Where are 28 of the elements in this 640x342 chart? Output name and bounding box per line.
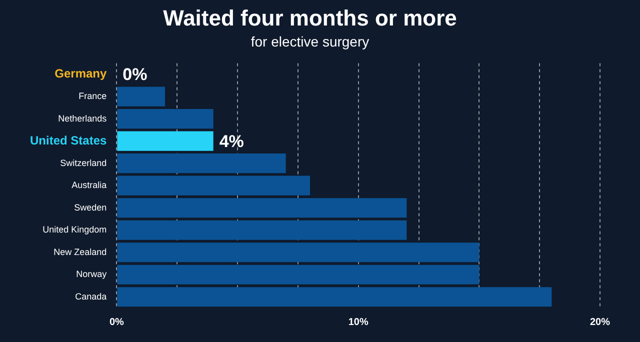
y-tick-label: Switzerland	[60, 158, 107, 168]
y-tick-label: Netherlands	[58, 113, 108, 124]
y-tick-label: Germany	[54, 66, 107, 81]
chart-subtitle: for elective surgery	[250, 34, 370, 50]
bar	[117, 198, 407, 218]
x-tick-label: 0%	[109, 316, 124, 328]
y-tick-label: Australia	[72, 180, 107, 190]
bar	[117, 109, 214, 129]
bar	[117, 220, 407, 240]
bar	[117, 131, 214, 151]
y-tick-label: United Kingdom	[42, 224, 107, 235]
bar	[117, 264, 480, 284]
data-label: 4%	[219, 132, 244, 151]
y-tick-label: France	[78, 91, 107, 102]
data-label: 0%	[122, 65, 148, 84]
bar	[117, 242, 480, 262]
bar	[117, 154, 286, 174]
bar	[117, 176, 310, 196]
y-tick-label: United States	[30, 133, 107, 148]
x-tick-label: 10%	[348, 316, 368, 328]
y-tick-label: Canada	[75, 291, 107, 302]
bar	[117, 86, 166, 106]
x-tick-label: 20%	[590, 316, 610, 328]
bar	[117, 287, 552, 307]
y-tick-label: Sweden	[74, 202, 107, 212]
y-tick-label: Norway	[76, 269, 108, 280]
y-tick-label: New Zealand	[54, 246, 107, 257]
chart-title: Waited four months or more	[163, 5, 457, 30]
